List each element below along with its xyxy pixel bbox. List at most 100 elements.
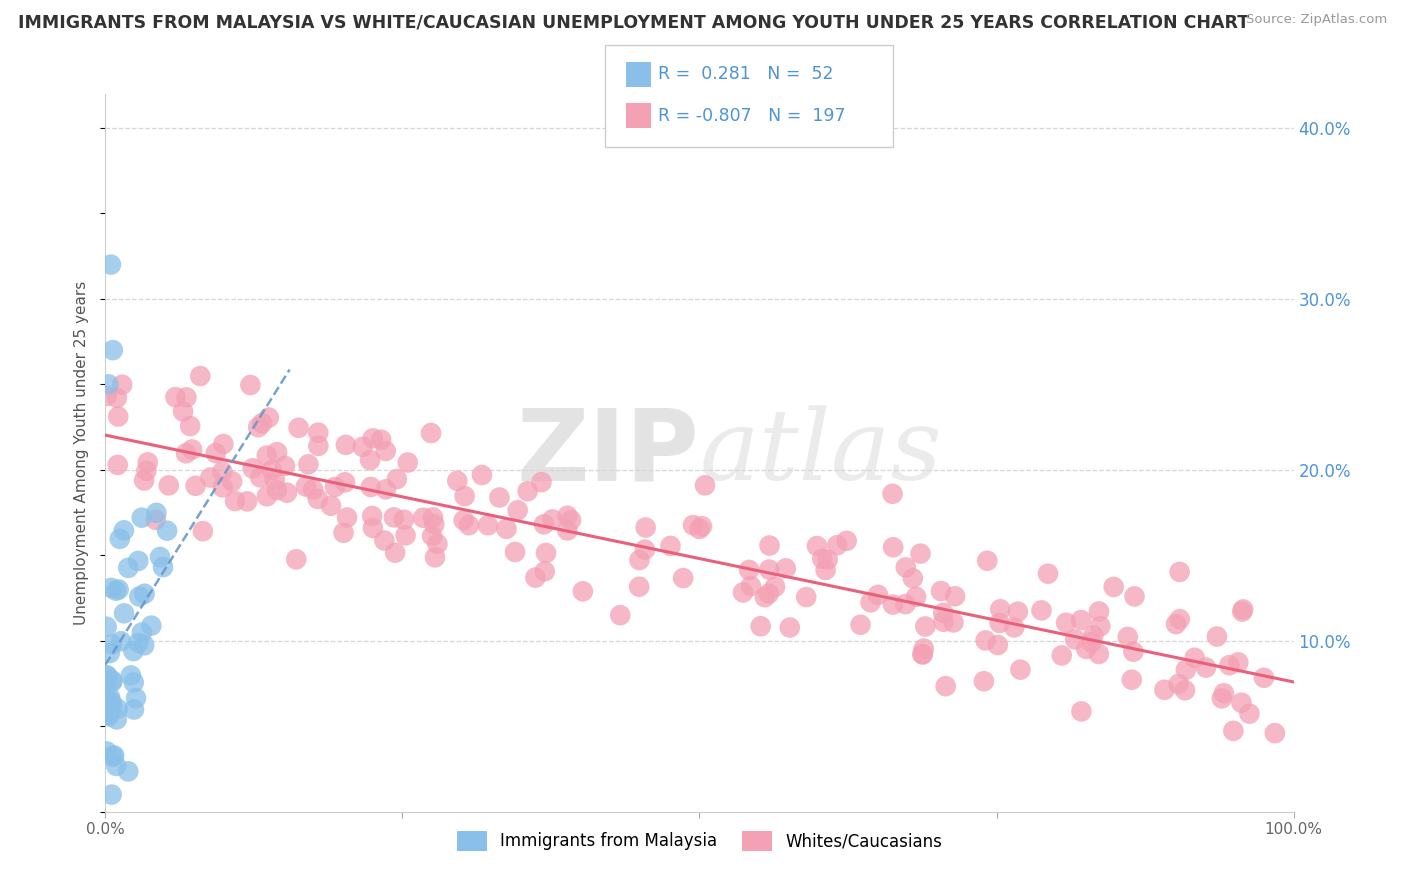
Point [122, 644, 145, 658]
Point [1218, 658, 1240, 673]
Point [1123, 590, 1146, 604]
Point [987, 638, 1010, 652]
Point [524, 571, 547, 585]
Point [112, 607, 135, 621]
Point [1070, 705, 1092, 719]
Point [1031, 603, 1053, 617]
Point [307, 439, 329, 453]
Point [1168, 565, 1191, 579]
Point [239, 378, 262, 392]
Point [609, 608, 631, 623]
Point [152, 560, 174, 574]
Point [145, 513, 167, 527]
Point [131, 510, 153, 524]
Point [100, 788, 122, 802]
Point [96, 744, 118, 758]
Point [125, 691, 148, 706]
Point [224, 494, 246, 508]
Point [127, 554, 149, 568]
Point [257, 410, 280, 425]
Point [221, 475, 243, 489]
Point [122, 702, 145, 716]
Point [1184, 650, 1206, 665]
Point [672, 571, 695, 585]
Point [97, 669, 120, 683]
Point [1036, 566, 1059, 581]
Point [297, 458, 319, 472]
Point [107, 409, 129, 424]
Point [285, 552, 308, 566]
Point [1264, 726, 1286, 740]
Point [541, 512, 564, 526]
Point [165, 390, 187, 404]
Point [295, 479, 318, 493]
Point [910, 547, 932, 561]
Point [266, 483, 288, 497]
Point [361, 521, 384, 535]
Point [1080, 635, 1102, 649]
Point [859, 595, 882, 609]
Point [901, 571, 924, 585]
Point [107, 582, 129, 597]
Point [453, 513, 475, 527]
Point [572, 584, 595, 599]
Point [332, 525, 354, 540]
Point [260, 463, 283, 477]
Point [98, 646, 121, 660]
Point [134, 474, 156, 488]
Point [370, 433, 392, 447]
Point [506, 503, 529, 517]
Point [758, 539, 780, 553]
Point [101, 673, 124, 688]
Point [882, 541, 904, 555]
Point [382, 510, 405, 524]
Point [274, 458, 297, 473]
Point [477, 518, 499, 533]
Point [250, 417, 273, 431]
Point [1230, 696, 1253, 710]
Point [287, 421, 309, 435]
Point [943, 589, 966, 603]
Point [117, 764, 139, 779]
Legend: Immigrants from Malaysia, Whites/Caucasians: Immigrants from Malaysia, Whites/Caucasi… [450, 825, 949, 857]
Point [352, 440, 374, 454]
Point [105, 391, 128, 405]
Point [373, 533, 395, 548]
Point [682, 518, 704, 533]
Point [503, 545, 526, 559]
Point [256, 449, 278, 463]
Point [1195, 660, 1218, 674]
Point [100, 581, 122, 595]
Point [374, 483, 396, 497]
Point [145, 506, 167, 520]
Point [533, 517, 555, 532]
Point [204, 446, 226, 460]
Point [659, 539, 682, 553]
Point [131, 625, 153, 640]
Point [1253, 671, 1275, 685]
Point [1064, 632, 1087, 647]
Point [101, 749, 124, 764]
Point [96, 620, 118, 634]
Point [319, 499, 342, 513]
Point [988, 615, 1011, 630]
Point [688, 522, 710, 536]
Point [172, 404, 194, 418]
Point [112, 524, 135, 538]
Point [302, 483, 325, 497]
Point [100, 258, 122, 272]
Point [763, 580, 786, 594]
Point [212, 437, 235, 451]
Point [97, 695, 120, 709]
Text: ZIP: ZIP [516, 404, 700, 501]
Point [835, 533, 858, 548]
Point [446, 474, 468, 488]
Point [360, 480, 382, 494]
Point [827, 538, 849, 552]
Point [96, 668, 118, 682]
Point [882, 487, 904, 501]
Point [134, 587, 156, 601]
Point [200, 470, 222, 484]
Point [935, 679, 957, 693]
Point [1232, 605, 1254, 619]
